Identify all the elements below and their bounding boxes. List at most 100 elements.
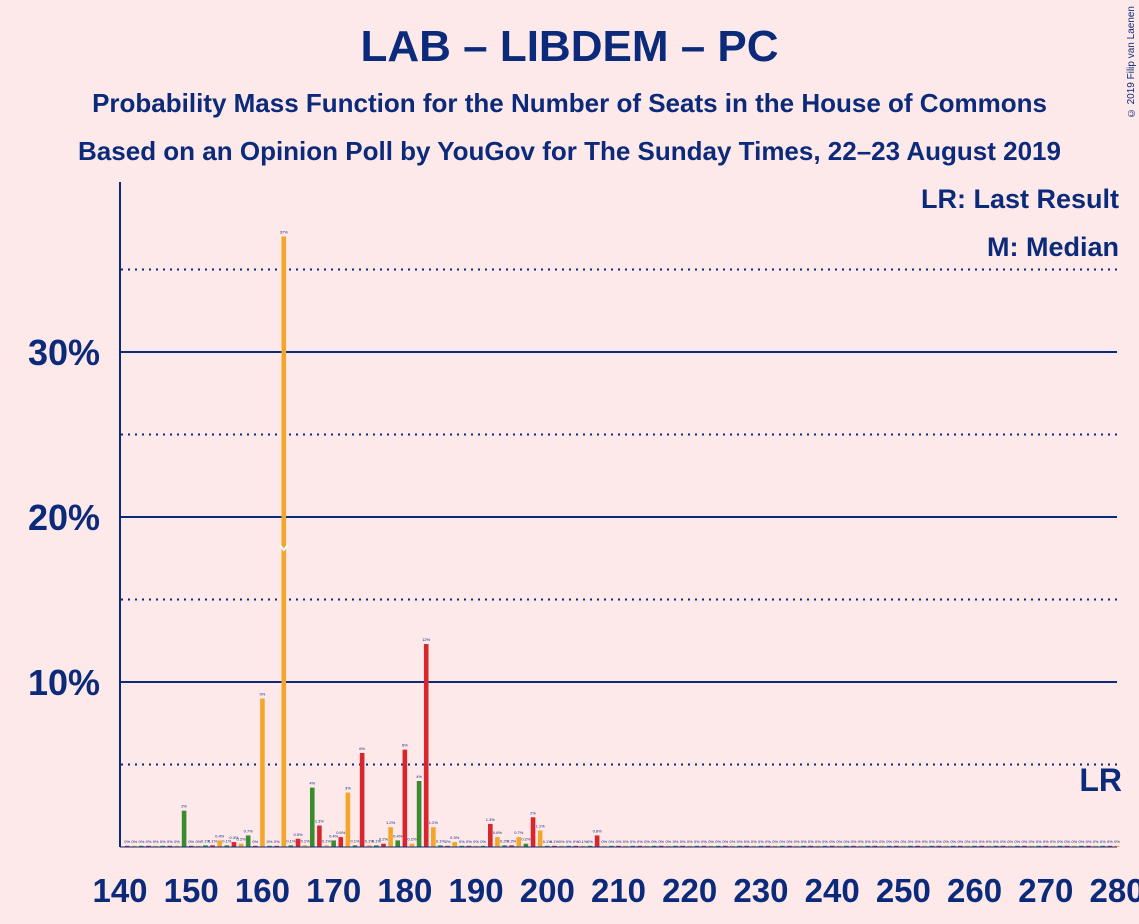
bar	[694, 845, 700, 847]
bar	[167, 845, 173, 847]
bar-label: 0.1%	[578, 839, 588, 844]
bar-label: 6%	[402, 743, 408, 748]
bar-label: 0%	[680, 839, 686, 844]
chart-subtitle-poll: Based on an Opinion Poll by YouGov for T…	[78, 136, 1061, 166]
bar-label: 0%	[274, 839, 280, 844]
bar	[594, 835, 600, 847]
bar-label: 0%	[915, 839, 921, 844]
bar	[338, 837, 344, 847]
bar-label: 0%	[751, 839, 757, 844]
bar-label: 0%	[979, 839, 985, 844]
bar	[979, 845, 984, 847]
bar	[231, 842, 237, 847]
bar	[858, 845, 863, 847]
bar	[616, 845, 621, 847]
bar	[188, 845, 194, 847]
bar	[544, 845, 550, 847]
bar-label: 0%	[865, 839, 871, 844]
bar	[395, 840, 401, 847]
bar-label: 0%	[459, 839, 465, 844]
bar-label: 0%	[637, 839, 643, 844]
bar	[965, 845, 970, 847]
bar-label: 6%	[359, 746, 365, 751]
bar	[787, 845, 792, 847]
x-tick-label: 170	[306, 872, 361, 909]
bar	[1043, 845, 1049, 847]
bar	[1086, 845, 1091, 847]
bar-label: 0%	[943, 839, 949, 844]
bar-label: 0%	[160, 839, 166, 844]
bar	[701, 845, 707, 847]
bar	[630, 845, 636, 847]
bar-label: 0%	[886, 839, 892, 844]
bar-label: 0.1%	[322, 838, 332, 843]
bar-label: 0.1%	[550, 839, 560, 844]
bar	[808, 845, 814, 847]
x-tick-label: 280	[1089, 872, 1139, 909]
bar	[1000, 845, 1006, 847]
bar-label: 0%	[929, 839, 935, 844]
bar	[345, 792, 351, 847]
bar	[1022, 845, 1027, 847]
bar	[1079, 845, 1084, 847]
bar	[708, 845, 714, 847]
bar	[566, 845, 571, 847]
bar	[744, 845, 749, 847]
bar-label: 0.1%	[350, 838, 360, 843]
bar-label: 0%	[779, 839, 785, 844]
bar-label: 0%	[965, 839, 971, 844]
bar	[943, 845, 949, 847]
bar	[794, 845, 799, 847]
bar	[238, 843, 244, 847]
legend-last-result: LR: Last Result	[920, 184, 1119, 214]
bar	[210, 845, 215, 847]
bar	[352, 845, 358, 847]
bar-label: 0%	[1014, 839, 1020, 844]
bar-label: 0%	[1064, 839, 1070, 844]
bar-label: 0.7%	[244, 828, 254, 833]
bar-label: 0%	[658, 839, 664, 844]
bar-label: 0%	[986, 839, 992, 844]
bar-label: 0.7%	[514, 830, 524, 835]
bar-label: 0%	[559, 839, 565, 844]
bar	[573, 845, 579, 847]
bar-label: 0%	[1107, 839, 1113, 844]
bar-label: 1.2%	[386, 820, 396, 825]
bar	[886, 845, 892, 847]
bar-label: 0.2%	[407, 837, 417, 842]
bar-label: 0%	[587, 839, 593, 844]
bar	[829, 845, 835, 847]
bar-label: 0%	[665, 839, 671, 844]
bar	[1036, 845, 1041, 847]
bar	[1050, 845, 1056, 847]
x-tick-label: 260	[947, 872, 1002, 909]
bar	[936, 845, 942, 847]
bar-label: 0.3%	[450, 835, 460, 840]
bar-label: 0%	[772, 839, 778, 844]
bar-label: 0%	[765, 839, 771, 844]
bar-label: 0.8%	[593, 828, 603, 833]
bar	[302, 845, 308, 847]
bar	[245, 835, 251, 847]
bar-label: 0%	[573, 839, 579, 844]
bar	[124, 845, 130, 847]
bar	[281, 236, 287, 847]
bar	[651, 845, 657, 847]
bar	[836, 845, 842, 847]
bar-label: 0%	[950, 839, 956, 844]
bar	[865, 845, 871, 847]
bar-label: 0%	[630, 839, 636, 844]
bar-label: 0.2%	[500, 838, 510, 843]
bar	[972, 845, 977, 847]
bar	[274, 845, 279, 847]
bar	[737, 845, 742, 847]
x-tick-label: 270	[1018, 872, 1073, 909]
bar-label: 0%	[167, 839, 173, 844]
bar-label: 0%	[815, 839, 821, 844]
bar	[288, 845, 294, 847]
bar	[1071, 845, 1077, 847]
bar	[530, 817, 536, 847]
bar	[452, 842, 458, 847]
bar	[993, 845, 999, 847]
